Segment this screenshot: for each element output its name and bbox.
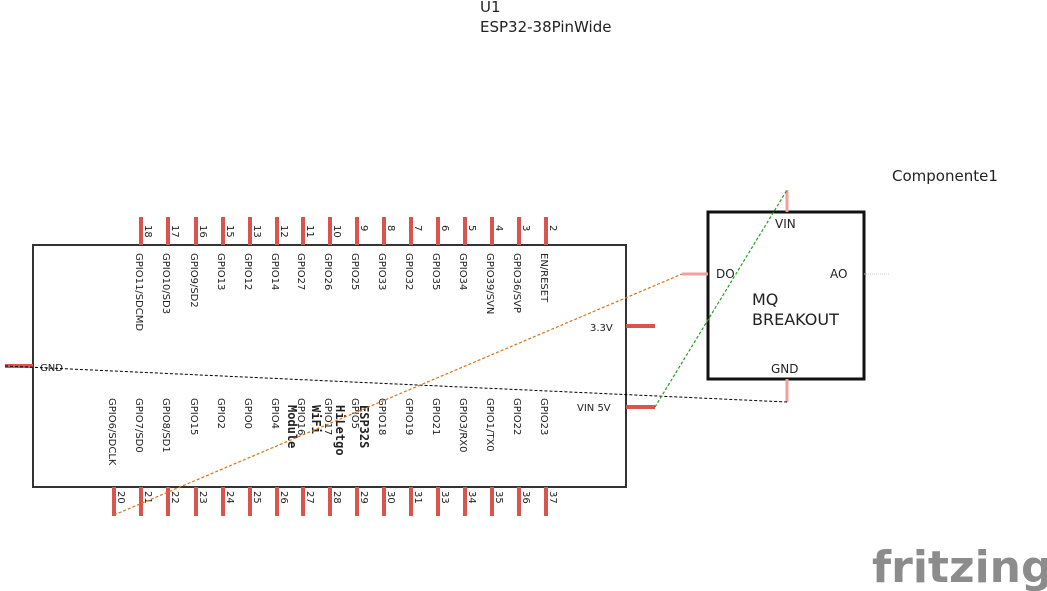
bottom-pin-label: GPIO22 bbox=[511, 398, 522, 435]
bottom-pin-number: 24 bbox=[224, 491, 235, 504]
bottom-pin-label: GPIO19 bbox=[403, 398, 414, 435]
top-pin-label: EN/RESET bbox=[538, 253, 549, 303]
sensor-do-label: DO bbox=[716, 267, 735, 281]
bottom-pin-number: 33 bbox=[439, 491, 450, 504]
top-pin-number: 11 bbox=[304, 225, 315, 238]
esp32-top-pins: 18 GPIO11/SDCMD 17 GPIO10/SD3 16 GPIO9/SD2 15 G… bbox=[133, 217, 558, 331]
top-pin-number: 13 bbox=[251, 225, 262, 238]
top-pin-label: GPIO10/SD3 bbox=[160, 253, 171, 314]
top-pin-label: GPIO25 bbox=[349, 253, 360, 290]
top-pin-label: GPIO26 bbox=[322, 253, 333, 290]
v33-pin-label: 3.3V bbox=[590, 323, 613, 334]
bottom-pin-label: GPIO2 bbox=[215, 398, 226, 429]
top-pin-label: GPIO13 bbox=[215, 253, 226, 290]
sensor-gnd-label: GND bbox=[771, 362, 799, 376]
top-pin-label: GPIO34 bbox=[457, 253, 468, 290]
bottom-pin-label: GPIO17 bbox=[322, 398, 333, 435]
bottom-pin-number: 30 bbox=[385, 491, 396, 504]
top-pin-number: 17 bbox=[169, 225, 180, 238]
bottom-pin-number: 37 bbox=[547, 491, 558, 504]
bottom-pin-number: 36 bbox=[520, 491, 531, 504]
bottom-pin-number: 28 bbox=[331, 491, 342, 504]
part-name: ESP32-38PinWide bbox=[480, 18, 611, 36]
bottom-pin-number: 26 bbox=[278, 491, 289, 504]
gnd-wire[interactable] bbox=[4, 365, 788, 403]
top-pin-label: GPIO36/SVP bbox=[511, 253, 522, 313]
top-pin-label: GPIO35 bbox=[430, 253, 441, 290]
bottom-pin-number: 20 bbox=[115, 491, 126, 504]
sensor-name-line-2: BREAKOUT bbox=[752, 310, 839, 329]
do-wire[interactable] bbox=[113, 273, 683, 516]
top-pin-number: 9 bbox=[358, 225, 369, 231]
top-pin-label: GPIO9/SD2 bbox=[188, 253, 199, 308]
top-pin-number: 16 bbox=[197, 225, 208, 238]
top-pin-number: 8 bbox=[385, 225, 396, 231]
top-pin-number: 7 bbox=[412, 225, 423, 231]
top-pin-label: GPIO32 bbox=[403, 253, 414, 290]
top-pin-number: 3 bbox=[520, 225, 531, 231]
top-pin-number: 4 bbox=[493, 225, 504, 231]
bottom-pin-label: GPIO15 bbox=[188, 398, 199, 435]
bottom-pin-label: GPIO23 bbox=[538, 398, 549, 435]
bottom-pin-label: GPIO4 bbox=[269, 398, 280, 429]
sensor-vin-label: VIN bbox=[775, 217, 796, 231]
sensor-body[interactable] bbox=[706, 210, 866, 381]
sensor-title: Componente1 bbox=[892, 167, 998, 185]
vin-wire[interactable] bbox=[654, 189, 788, 408]
top-pin-number: 12 bbox=[278, 225, 289, 238]
top-pin-label: GPIO27 bbox=[295, 253, 306, 290]
bottom-pin-label: GPIO6/SDCLK bbox=[106, 398, 117, 466]
sensor-name-line-1: MQ bbox=[752, 290, 778, 309]
top-pin-number: 18 bbox=[142, 225, 153, 238]
bottom-pin-number: 23 bbox=[197, 491, 208, 504]
top-pin-label: GPIO39/SVN bbox=[484, 253, 495, 314]
top-pin-label: GPIO14 bbox=[269, 253, 280, 290]
module-text-line-1: ESP32S bbox=[357, 405, 371, 448]
esp32-body[interactable] bbox=[32, 244, 627, 488]
vin-pin-label: VIN 5V bbox=[577, 403, 611, 414]
module-text-line-2: HiLetgo bbox=[333, 405, 347, 456]
bottom-pin-label: GPIO1/TX0 bbox=[484, 398, 495, 452]
top-pin-number: 2 bbox=[547, 225, 558, 231]
bottom-pin-number: 22 bbox=[169, 491, 180, 504]
bottom-pin-label: GPIO3/RX0 bbox=[457, 398, 468, 453]
bottom-pin-number: 35 bbox=[493, 491, 504, 504]
top-pin-label: GPIO12 bbox=[242, 253, 253, 290]
top-pin-label: GPIO11/SDCMD bbox=[133, 253, 144, 331]
bottom-pin-label: GPIO8/SD1 bbox=[160, 398, 171, 453]
bottom-pin-number: 21 bbox=[142, 491, 153, 504]
bottom-pin-label: GPIO0 bbox=[242, 398, 253, 429]
bottom-pin-label: GPIO7/SD0 bbox=[133, 398, 144, 453]
top-pin-number: 10 bbox=[331, 225, 342, 238]
part-ref: U1 bbox=[480, 0, 501, 16]
bottom-pin-number: 31 bbox=[412, 491, 423, 504]
bottom-pin-number: 25 bbox=[251, 491, 262, 504]
module-text-line-3: WiFi bbox=[309, 405, 323, 434]
bottom-pin-number: 34 bbox=[466, 491, 477, 504]
bottom-pin-label: GPIO21 bbox=[430, 398, 441, 435]
module-text: ESP32S HiLetgo WiFi Module bbox=[285, 405, 371, 456]
sensor-ao-label: AO bbox=[830, 267, 847, 281]
top-pin-number: 15 bbox=[224, 225, 235, 238]
bottom-pin-number: 29 bbox=[358, 491, 369, 504]
top-pin-number: 5 bbox=[466, 225, 477, 231]
bottom-pin-number: 27 bbox=[304, 491, 315, 504]
top-pin-label: GPIO33 bbox=[376, 253, 387, 290]
fritzing-logo: fritzing bbox=[872, 542, 1047, 591]
bottom-pin-label: GPIO16 bbox=[295, 398, 306, 435]
top-pin-number: 6 bbox=[439, 225, 450, 231]
bottom-pin-label: GPIO18 bbox=[376, 398, 387, 435]
